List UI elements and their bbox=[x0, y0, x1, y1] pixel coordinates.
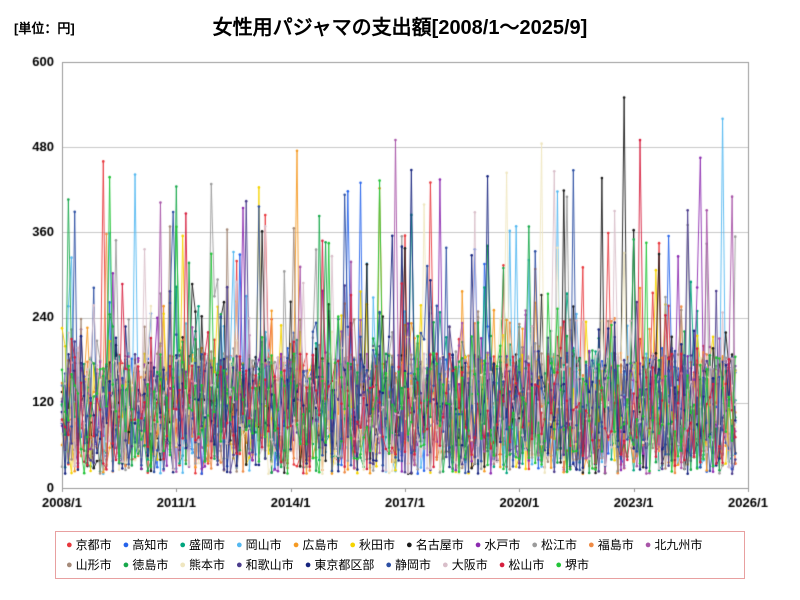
legend-color-dot: ● bbox=[406, 538, 413, 551]
legend-label: 盛岡市 bbox=[189, 538, 226, 552]
legend-color-dot: ● bbox=[385, 558, 393, 571]
legend-color-dot: ● bbox=[304, 558, 312, 571]
legend-color-dot: ● bbox=[531, 538, 539, 551]
legend-item: ● 山形市 bbox=[66, 557, 112, 573]
legend: ● 京都市 ● 高知市 ● 盛岡市 ● 岡山市 ● 広島市 ● 秋田市 ● 名古屋市 ● 水戸市 ● 松江市 ● 福島… bbox=[55, 531, 745, 580]
legend-color-dot: ● bbox=[442, 558, 449, 571]
legend-color-dot: ● bbox=[236, 558, 243, 571]
legend-label: 山形市 bbox=[75, 558, 112, 573]
legend-color-dot: ● bbox=[349, 538, 357, 551]
legend-item: ● 広島市 bbox=[293, 537, 339, 553]
legend-item: ● 静岡市 bbox=[385, 557, 431, 573]
legend-item: ● 熊本市 bbox=[179, 557, 225, 573]
legend-item: ● 高知市 bbox=[123, 537, 169, 553]
legend-label: 広島市 bbox=[302, 538, 339, 552]
legend-item: ● 堺市 bbox=[555, 557, 589, 573]
legend-label: 松江市 bbox=[541, 538, 578, 552]
legend-item: ● 松江市 bbox=[531, 537, 577, 553]
legend-item: ● 名古屋市 bbox=[406, 537, 464, 553]
legend-item: ● 京都市 bbox=[66, 537, 112, 553]
legend-item: ● 徳島市 bbox=[123, 557, 169, 573]
legend-color-dot: ● bbox=[179, 538, 186, 551]
chart-canvas bbox=[0, 0, 800, 522]
legend-label: 松山市 bbox=[508, 558, 545, 573]
legend-color-dot: ● bbox=[236, 538, 243, 551]
legend-color-dot: ● bbox=[66, 538, 73, 551]
legend-label: 名古屋市 bbox=[415, 538, 464, 552]
legend-label: 京都市 bbox=[75, 538, 112, 552]
legend-label: 高知市 bbox=[132, 538, 169, 552]
legend-color-dot: ● bbox=[292, 538, 300, 551]
legend-color-dot: ● bbox=[122, 558, 130, 571]
legend-label: 岡山市 bbox=[245, 538, 282, 552]
legend-item: ● 大阪市 bbox=[442, 557, 488, 573]
legend-color-dot: ● bbox=[122, 538, 130, 551]
legend-label: 熊本市 bbox=[189, 558, 226, 573]
legend-item: ● 福島市 bbox=[588, 537, 634, 553]
legend-label: 北九州市 bbox=[654, 538, 703, 552]
legend-item: ● 秋田市 bbox=[349, 537, 395, 553]
legend-label: 福島市 bbox=[597, 538, 634, 552]
legend-color-dot: ● bbox=[474, 538, 482, 551]
legend-item: ● 水戸市 bbox=[475, 537, 521, 553]
legend-color-dot: ● bbox=[498, 558, 506, 571]
legend-item: ● 和歌山市 bbox=[236, 557, 294, 573]
legend-label: 静岡市 bbox=[395, 558, 432, 573]
legend-item: ● 東京都区部 bbox=[305, 557, 375, 573]
legend-label: 徳島市 bbox=[132, 558, 169, 573]
legend-label: 大阪市 bbox=[451, 558, 488, 573]
legend-item: ● 盛岡市 bbox=[179, 537, 225, 553]
legend-item: ● 岡山市 bbox=[236, 537, 282, 553]
legend-color-dot: ● bbox=[66, 558, 73, 571]
legend-color-dot: ● bbox=[555, 558, 563, 571]
legend-color-dot: ● bbox=[588, 538, 595, 551]
legend-color-dot: ● bbox=[644, 538, 652, 551]
legend-label: 和歌山市 bbox=[245, 558, 294, 573]
legend-label: 秋田市 bbox=[359, 538, 396, 552]
legend-item: ● 松山市 bbox=[499, 557, 545, 573]
legend-item: ● 北九州市 bbox=[645, 537, 703, 553]
legend-color-dot: ● bbox=[179, 558, 186, 571]
legend-label: 堺市 bbox=[565, 558, 590, 573]
legend-label: 水戸市 bbox=[484, 538, 521, 552]
legend-label: 東京都区部 bbox=[314, 558, 375, 573]
